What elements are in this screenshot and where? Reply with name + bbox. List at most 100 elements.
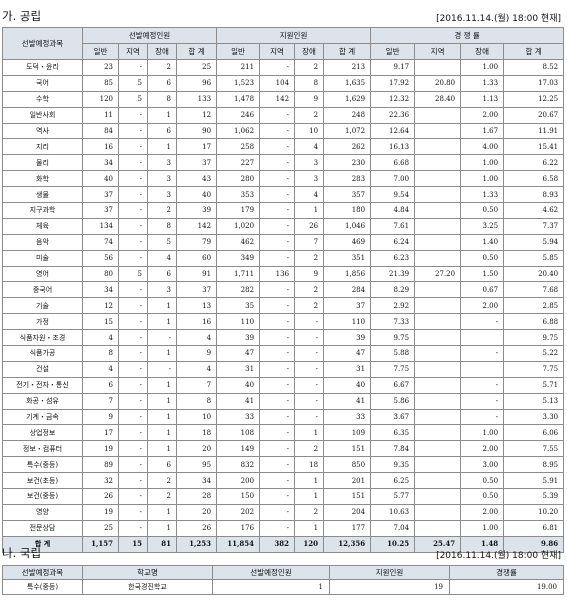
value-cell: 7.75 (370, 360, 416, 378)
value-cell: 8 (147, 217, 177, 235)
value-cell: 2 (294, 281, 325, 299)
value-cell: 28 (175, 488, 218, 505)
value-cell: 1.00 (460, 170, 505, 188)
value-cell: 1.33 (460, 186, 505, 204)
value-cell: 2 (294, 503, 325, 521)
value-cell: 5.86 (370, 392, 416, 410)
value-cell: - (294, 392, 325, 410)
value-cell: 3 (294, 154, 325, 172)
national-table-row: 특수(중등) 한국경진학교 1 19 19.00 (2, 579, 564, 595)
value-cell: 3.30 (503, 408, 565, 426)
value-cell: 5 (147, 233, 177, 251)
table-row: 수학 120 5 8 133 1,478 142 9 1,629 12.32 28.40 1.13 12… (2, 90, 565, 108)
value-cell: - (259, 519, 296, 537)
value-cell: 1 (212, 579, 330, 595)
value-cell: 89 (82, 456, 119, 474)
subheader-cell: 일반 (82, 43, 119, 60)
national-section-title: 나. 국립 (2, 546, 42, 560)
value-cell: 1,157 (82, 535, 119, 553)
value-cell: - (294, 345, 325, 362)
value-cell: - (259, 392, 296, 410)
value-cell: - (259, 424, 296, 442)
table-row: 도덕・윤리 23-2 25 211-2 213 9.17 1.00 8.52 (2, 59, 565, 76)
value-cell: 6.58 (503, 170, 565, 188)
value-cell: 1 (294, 424, 325, 442)
value-cell: 2 (147, 472, 177, 490)
value-cell: 6 (147, 265, 177, 283)
value-cell: 7.33 (370, 313, 416, 331)
table-row: 중국어 34-3 37 282-2 284 8.29 0.67 7.68 (2, 281, 565, 299)
value-cell: 5.88 (370, 345, 416, 362)
value-cell: 280 (216, 170, 261, 188)
value-cell: 3.67 (370, 408, 416, 426)
value-cell: 6 (147, 74, 177, 92)
subject-cell: 보건(초등) (2, 472, 83, 490)
value-cell: 7 (175, 376, 218, 394)
value-cell: 109 (323, 424, 372, 442)
value-cell: 4.62 (503, 202, 565, 219)
table-row: 일반사회 11-1 12 246-2 248 22.36 2.00 20.67 (2, 106, 565, 124)
value-cell: 16.13 (370, 138, 416, 156)
value-cell: 32 (82, 472, 119, 490)
value-cell: 110 (323, 313, 372, 331)
public-section-title: 가. 공립 (2, 9, 42, 23)
value-cell: 12.25 (503, 90, 565, 108)
value-cell: 149 (216, 440, 261, 458)
value-cell: 15.41 (503, 138, 565, 156)
value-cell: - (259, 170, 296, 188)
value-cell: - (147, 329, 177, 347)
value-cell: 9 (175, 345, 218, 362)
value-cell: - (259, 217, 296, 235)
value-cell: 246 (216, 106, 261, 124)
value-cell: 2.00 (460, 503, 505, 521)
subject-cell: 전기・전자・통신 (2, 376, 83, 394)
value-cell: 37 (175, 154, 218, 172)
value-cell: 201 (323, 472, 372, 490)
subheader-cell: 합 계 (503, 43, 565, 60)
table-row: 생물 37-3 40 353-4 357 9.54 1.33 8.93 (2, 186, 565, 204)
subject-cell: 일반사회 (2, 106, 83, 124)
value-cell: 6 (82, 376, 119, 394)
value-cell: 104 (259, 74, 296, 92)
value-cell: 6.06 (503, 424, 565, 442)
value-cell: - (118, 376, 148, 394)
value-cell: 1,046 (323, 217, 372, 235)
value-cell (414, 122, 462, 140)
value-cell: 17.03 (503, 74, 565, 92)
value-cell: 19 (82, 503, 119, 521)
value-cell: - (118, 154, 148, 172)
value-cell (414, 472, 462, 490)
value-cell: 23 (82, 59, 119, 76)
value-cell: 5.77 (370, 488, 416, 505)
value-cell: 4 (175, 329, 218, 347)
value-cell: 80 (82, 265, 119, 283)
value-cell: 3.00 (460, 456, 505, 474)
table-row: 정보・컴퓨터 19-1 20 149-2 151 7.84 2.00 7.55 (2, 440, 565, 458)
value-cell: 4 (82, 360, 119, 378)
value-cell: - (118, 186, 148, 204)
value-cell: - (118, 106, 148, 124)
value-cell: 10.63 (370, 503, 416, 521)
value-cell: - (460, 392, 505, 410)
subject-cell: 보건(중등) (2, 488, 83, 505)
value-cell: 12.32 (370, 90, 416, 108)
value-cell: 204 (323, 503, 372, 521)
value-cell: 84 (82, 122, 119, 140)
public-competition-table: 선발예정과목 선발예정인원 지원인원 경 쟁 률 일반 지역 장애 합 계 일반 지역 장애… (2, 27, 565, 553)
value-cell: 9.86 (503, 535, 565, 553)
value-cell: 213 (323, 59, 372, 76)
value-cell: 3.25 (460, 217, 505, 235)
value-cell: 1 (147, 424, 177, 442)
value-cell: 20.40 (503, 265, 565, 283)
value-cell (414, 345, 462, 362)
value-cell: - (259, 440, 296, 458)
value-cell: 9.75 (503, 329, 565, 347)
value-cell: 7 (82, 392, 119, 410)
subject-cell: 기계・금속 (2, 408, 83, 426)
value-cell: - (118, 138, 148, 156)
value-cell: - (118, 170, 148, 188)
subject-cell: 중국어 (2, 281, 83, 299)
value-cell: 10 (175, 408, 218, 426)
subject-cell: 수학 (2, 90, 83, 108)
value-cell: 0.50 (460, 472, 505, 490)
